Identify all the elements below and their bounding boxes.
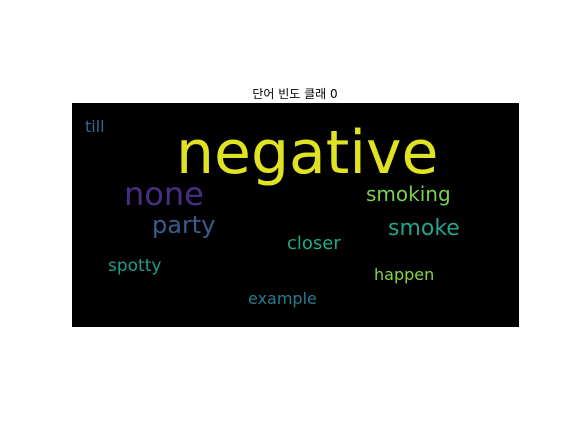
figure-title: 단어 빈도 클래 0 [252, 87, 338, 101]
word-happen: happen [374, 265, 435, 284]
word-smoke: smoke [388, 216, 460, 241]
word-party: party [152, 211, 216, 239]
word-closer: closer [287, 233, 341, 254]
word-spotty: spotty [108, 256, 162, 276]
word-cloud: negative none party smoking smoke closer… [72, 103, 519, 327]
word-none: none [124, 175, 204, 213]
word-smoking: smoking [366, 182, 451, 206]
word-example: example [248, 289, 317, 308]
word-till: till [85, 117, 105, 136]
word-negative: negative [176, 118, 439, 188]
